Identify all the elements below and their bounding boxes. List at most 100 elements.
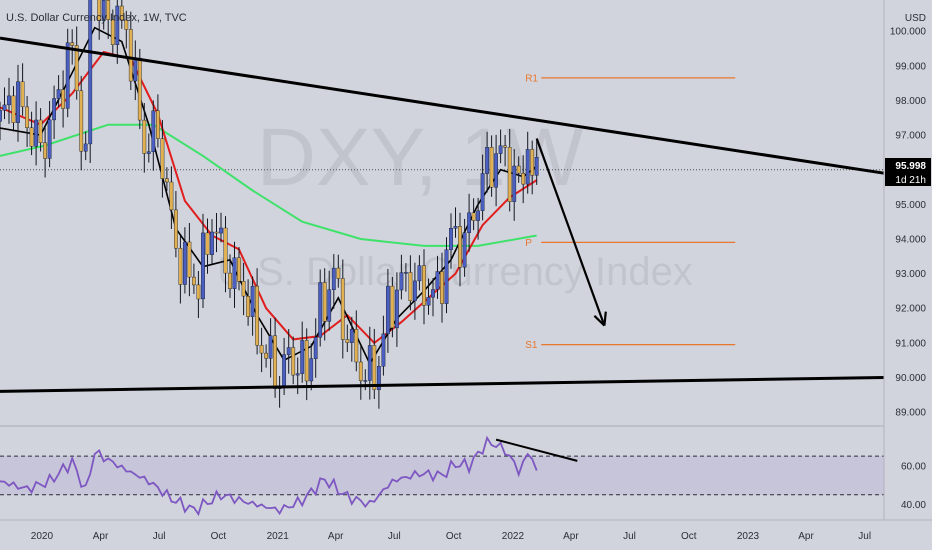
candle-body: [458, 226, 462, 268]
candle-body: [173, 209, 178, 249]
time-tick-label: Oct: [446, 531, 462, 542]
time-tick-label: Apr: [563, 531, 579, 542]
price-tick-label: 90.000: [895, 373, 926, 384]
time-axis-background[interactable]: [0, 520, 932, 550]
rsi-line: [0, 435, 538, 517]
candle-body: [250, 285, 255, 317]
candle-body: [417, 265, 422, 282]
candle-body: [507, 147, 512, 203]
candle-body: [119, 5, 124, 21]
rsi-tick-label: 40.00: [901, 500, 926, 511]
time-tick-label: 2023: [737, 531, 760, 542]
currency-label: USD: [905, 13, 926, 24]
candle-body: [422, 265, 426, 306]
candle-body: [88, 0, 93, 145]
candle-body: [534, 156, 539, 176]
candle-body: [327, 289, 332, 322]
candle-body: [530, 149, 535, 176]
candle-body: [516, 165, 521, 174]
candle-body: [453, 226, 458, 229]
candle-body: [191, 276, 196, 286]
candle-body: [196, 284, 201, 300]
candle-body: [146, 151, 151, 154]
candle-body: [56, 89, 61, 99]
candle-body: [440, 271, 444, 304]
time-tick-label: Jul: [623, 531, 636, 542]
candle-body: [340, 278, 345, 340]
candle-body: [246, 296, 250, 317]
time-tick-label: Oct: [211, 531, 227, 542]
candle-body: [367, 345, 372, 381]
candle-body: [101, 0, 106, 21]
candle-body: [70, 42, 75, 46]
candle-body: [268, 335, 273, 359]
candle-body: [336, 267, 341, 279]
candle-body: [74, 45, 79, 91]
time-tick-label: Apr: [328, 531, 344, 542]
time-tick-label: Jul: [388, 531, 401, 542]
last-price-box: [885, 158, 931, 172]
level-label-p: P: [525, 238, 532, 249]
candle-body: [164, 178, 169, 183]
candle-body: [128, 29, 133, 82]
candle-body: [494, 153, 498, 188]
price-scale-background[interactable]: [884, 0, 932, 520]
time-tick-label: 2020: [31, 531, 54, 542]
candle-body: [358, 361, 363, 381]
candle-body: [413, 280, 417, 301]
symbol-header[interactable]: U.S. Dollar Currency Index, 1W, TVC: [6, 12, 187, 24]
candle-body: [43, 142, 48, 159]
candle-body: [97, 0, 102, 22]
candle-body: [223, 227, 228, 274]
candle-body: [7, 95, 11, 106]
time-tick-label: 2022: [502, 531, 525, 542]
last-price-marker: 95.998 1d 21h: [885, 158, 931, 186]
candlestick-series[interactable]: [0, 0, 539, 409]
level-label-r1: R1: [525, 73, 538, 84]
watermark-name: U.S. Dollar Currency Index: [217, 250, 693, 294]
candle-body: [214, 231, 219, 234]
candle-body: [345, 339, 350, 343]
candle-body: [187, 241, 192, 278]
candle-body: [525, 149, 530, 185]
descending-resistance-trendline: [0, 36, 885, 175]
pivot-levels: R1 P S1: [0, 73, 884, 351]
candle-body: [178, 248, 183, 285]
candle-body: [503, 145, 507, 148]
rsi-divergence-line: [495, 438, 578, 462]
candle-body: [390, 285, 395, 329]
candle-body: [2, 104, 7, 111]
candle-body: [160, 138, 165, 179]
candle-body: [512, 165, 517, 202]
candle-body: [241, 281, 246, 297]
price-tick-label: 91.000: [895, 338, 926, 349]
candle-body: [386, 285, 390, 335]
candle-body: [318, 282, 323, 338]
candle-body: [34, 119, 39, 147]
candle-body: [521, 172, 526, 185]
candle-body: [381, 333, 386, 367]
candle-body: [61, 89, 66, 109]
candle-body: [462, 232, 467, 268]
candle-body: [395, 289, 399, 329]
candle-body: [408, 272, 413, 301]
candle-body: [255, 285, 259, 346]
price-tick-label: 95.000: [895, 200, 926, 211]
candle-body: [485, 146, 489, 174]
rsi-pane[interactable]: [0, 435, 884, 517]
candle-body: [25, 106, 29, 129]
candle-body: [349, 329, 354, 343]
candle-body: [65, 42, 70, 109]
candle-body: [444, 249, 449, 304]
candle-body: [449, 227, 453, 250]
candle-body: [489, 146, 494, 188]
candle-body: [322, 282, 327, 322]
candle-body: [264, 352, 268, 359]
last-price-value: 95.998: [895, 161, 926, 172]
candle-body: [133, 57, 138, 82]
candle-body: [426, 297, 431, 306]
candle-body: [331, 267, 336, 291]
level-label-s1: S1: [525, 340, 538, 351]
candle-body: [182, 241, 187, 285]
